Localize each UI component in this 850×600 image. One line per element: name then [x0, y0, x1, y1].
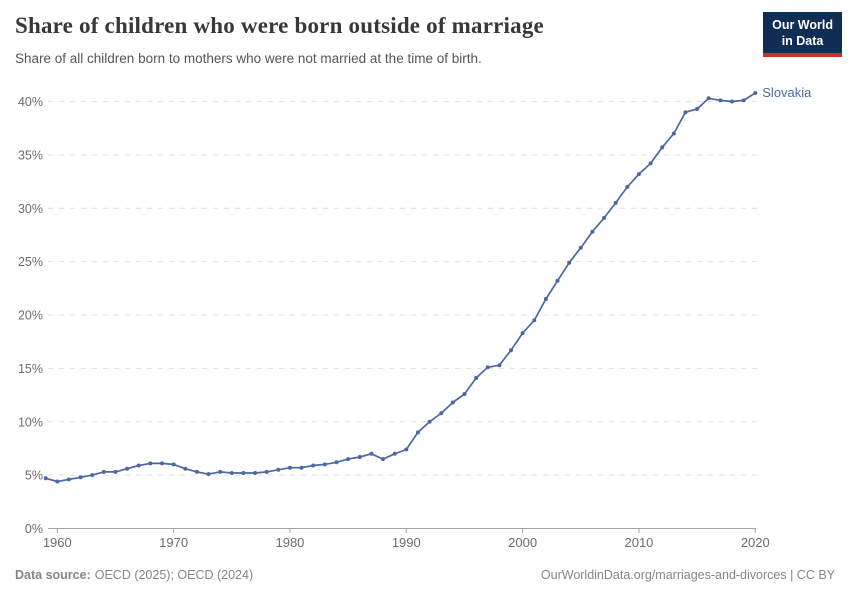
- data-point: [264, 469, 269, 474]
- data-point: [66, 477, 71, 482]
- data-point: [171, 462, 176, 467]
- data-point: [520, 331, 525, 336]
- data-point: [101, 469, 106, 474]
- data-point: [43, 476, 48, 481]
- data-point: [311, 463, 316, 468]
- y-tick-label: 20%: [18, 309, 43, 323]
- x-tick-label: 1960: [43, 535, 72, 550]
- x-tick-label: 1980: [275, 535, 304, 550]
- y-tick-label: 5%: [25, 469, 43, 483]
- data-point: [415, 430, 420, 435]
- data-point: [381, 457, 385, 462]
- data-point: [148, 461, 153, 466]
- data-point: [718, 98, 723, 103]
- data-point: [636, 172, 641, 177]
- data-point: [218, 469, 223, 474]
- page-title: Share of children who were born outside …: [15, 13, 544, 38]
- owid-logo-line2: in Data: [781, 34, 824, 48]
- data-point: [253, 471, 258, 475]
- data-point: [509, 348, 513, 353]
- data-point: [183, 466, 188, 471]
- data-point: [683, 110, 688, 115]
- data-point: [299, 465, 304, 470]
- data-point: [369, 451, 374, 456]
- data-point: [404, 447, 409, 452]
- y-tick-label: 25%: [18, 255, 43, 269]
- y-tick-label: 0%: [25, 522, 43, 536]
- data-point: [730, 99, 734, 104]
- data-point: [741, 98, 746, 103]
- data-point: [474, 376, 479, 380]
- y-tick-label: 35%: [18, 148, 43, 162]
- data-point: [90, 473, 95, 478]
- data-point: [334, 460, 339, 465]
- data-point: [695, 107, 700, 111]
- data-point: [671, 131, 676, 136]
- data-point: [567, 260, 572, 265]
- data-point: [357, 455, 362, 459]
- data-point: [160, 461, 164, 466]
- data-source-value: OECD (2025); OECD (2024): [94, 568, 254, 582]
- data-point: [346, 457, 351, 462]
- data-point: [660, 145, 665, 150]
- data-point: [288, 465, 292, 470]
- data-point: [55, 479, 60, 484]
- data-point: [136, 463, 141, 468]
- data-point: [125, 466, 130, 471]
- data-point: [706, 96, 711, 101]
- owid-logo-line1: Our World: [772, 18, 833, 32]
- data-point: [497, 363, 502, 368]
- citation-link[interactable]: OurWorldinData.org/marriages-and-divorce…: [540, 568, 835, 582]
- data-point: [602, 215, 607, 220]
- data-point: [532, 318, 537, 323]
- owid-logo[interactable]: Our World in Data: [763, 12, 842, 57]
- data-source: Data source: OECD (2025); OECD (2024): [15, 568, 253, 582]
- data-point: [78, 475, 83, 480]
- data-point: [427, 419, 432, 424]
- data-point: [322, 462, 327, 467]
- data-point: [450, 400, 455, 405]
- data-point: [229, 471, 234, 475]
- data-point: [753, 91, 758, 95]
- data-point: [206, 472, 211, 477]
- data-source-label: Data source:: [15, 568, 91, 582]
- data-point: [590, 229, 595, 234]
- x-tick-label: 1990: [392, 535, 421, 550]
- data-point: [648, 161, 653, 166]
- data-point: [578, 245, 583, 250]
- chart-subtitle: Share of all children born to mothers wh…: [15, 51, 482, 66]
- x-tick-label: 2020: [741, 535, 770, 550]
- data-point: [113, 469, 118, 474]
- x-tick-label: 2010: [624, 535, 653, 550]
- data-point: [241, 471, 246, 475]
- y-tick-label: 40%: [18, 95, 43, 109]
- data-point: [462, 392, 467, 396]
- data-point: [613, 200, 618, 205]
- series-line-slovakia: [44, 92, 757, 483]
- data-point: [543, 297, 548, 301]
- data-point: [485, 365, 490, 370]
- x-tick-label: 1970: [159, 535, 188, 550]
- data-point: [625, 184, 630, 189]
- data-point: [194, 469, 199, 474]
- y-tick-label: 30%: [18, 202, 43, 216]
- y-tick-label: 10%: [18, 415, 43, 429]
- y-tick-label: 15%: [18, 362, 43, 376]
- data-point: [276, 467, 281, 472]
- x-tick-label: 2000: [508, 535, 537, 550]
- data-point: [392, 451, 397, 456]
- data-point: [439, 411, 444, 416]
- data-point: [555, 278, 560, 283]
- series-end-label: Slovakia: [762, 85, 812, 100]
